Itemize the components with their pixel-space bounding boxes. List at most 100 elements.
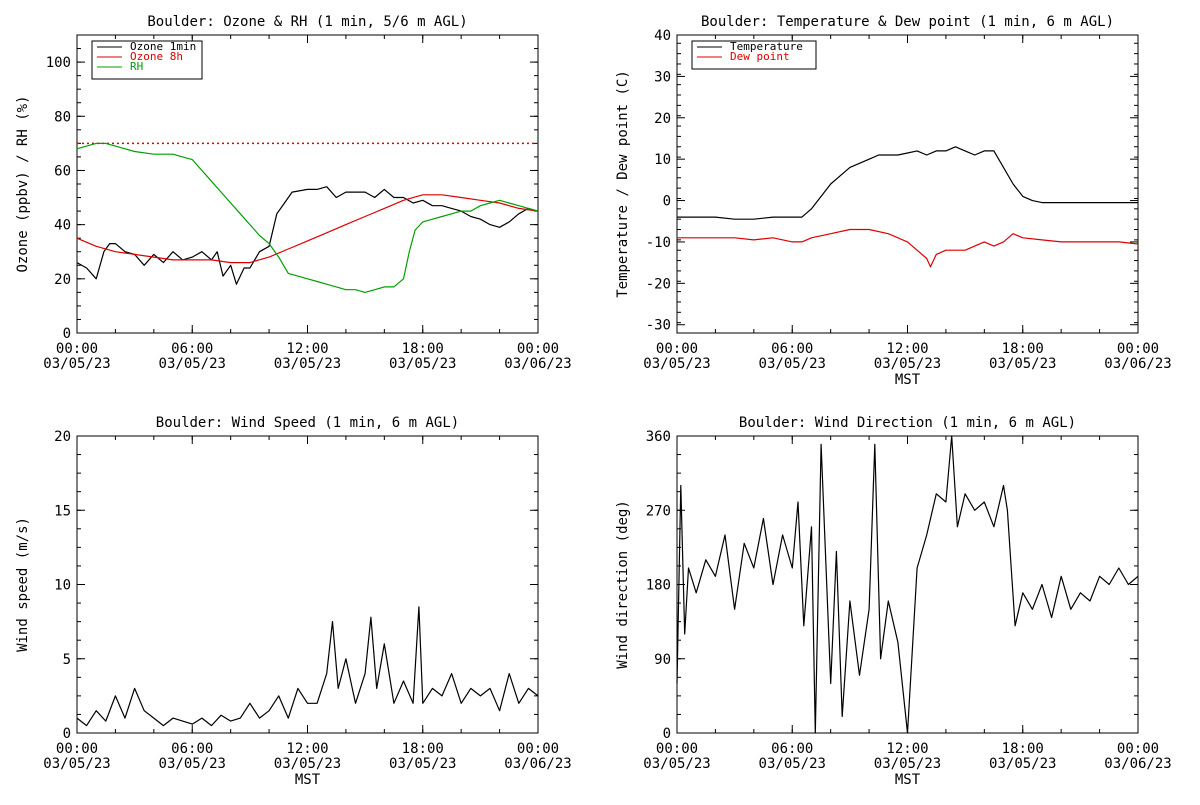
x-tick-label-date: 03/05/23 (759, 756, 826, 772)
x-tick-label-date: 03/05/23 (989, 356, 1056, 372)
y-tick-label: 15 (54, 503, 71, 519)
y-tick-label: 0 (63, 726, 71, 742)
ozone-1min-series-line (76, 186, 539, 285)
y-axis-label: Ozone (ppbv) / RH (%) (15, 95, 31, 272)
series-series-line (76, 606, 539, 727)
x-tick-label-date: 03/05/23 (43, 356, 110, 372)
x-tick-label-time: 06:00 (171, 741, 213, 757)
legend-label: Dew point (730, 50, 790, 63)
x-tick-label-date: 03/05/23 (389, 356, 456, 372)
y-tick-label: 80 (54, 109, 71, 125)
wind-speed-chart: Boulder: Wind Speed (1 min, 6 m AGL) 0 5 10… (0, 400, 600, 805)
x-tick-label-time: 00:00 (517, 341, 559, 357)
x-tick-label-time: 12:00 (286, 741, 328, 757)
legend-label: Ozone 8h (130, 50, 183, 63)
legend-label: RH (130, 60, 143, 73)
y-tick-label: 0 (663, 194, 671, 210)
x-tick-label-time: 06:00 (771, 741, 813, 757)
ozone-rh-chart-svg: Boulder: Ozone & RH (1 min, 5/6 m AGL) 0 2… (15, 14, 572, 372)
chart-title: Boulder: Temperature & Dew point (1 min,… (701, 14, 1114, 30)
x-tick-label-date: 03/06/23 (504, 756, 571, 772)
y-tick-label: 10 (654, 152, 671, 168)
x-tick-label-time: 00:00 (56, 741, 98, 757)
y-tick-label: 30 (654, 69, 671, 85)
y-tick-label: 40 (654, 28, 671, 44)
y-tick-label: 10 (54, 578, 71, 594)
x-tick-label-time: 00:00 (1117, 741, 1159, 757)
y-tick-label: 40 (54, 218, 71, 234)
dew-point-series-line (677, 228, 1139, 268)
temperature-dewpoint-chart: Boulder: Temperature & Dew point (1 min,… (600, 0, 1200, 405)
x-axis-label: MST (295, 772, 321, 788)
y-axis-label: Wind speed (m/s) (15, 517, 31, 652)
x-tick-label-date: 03/05/23 (759, 356, 826, 372)
y-tick-label: 180 (646, 578, 671, 594)
x-tick-label-date: 03/05/23 (159, 756, 226, 772)
x-tick-label-date: 03/05/23 (274, 756, 341, 772)
x-tick-label-time: 06:00 (171, 341, 213, 357)
temperature-dewpoint-chart-svg: Boulder: Temperature & Dew point (1 min,… (615, 14, 1172, 388)
y-tick-label: 20 (54, 272, 71, 288)
plot-frame (676, 34, 1139, 334)
chart-title: Boulder: Ozone & RH (1 min, 5/6 m AGL) (147, 14, 467, 30)
x-tick-label-time: 00:00 (56, 341, 98, 357)
wind-direction-chart: Boulder: Wind Direction (1 min, 6 m AGL)… (600, 400, 1200, 805)
x-tick-label-date: 03/05/23 (989, 756, 1056, 772)
rh-series-line (76, 142, 539, 293)
x-tick-label-date: 03/05/23 (43, 756, 110, 772)
y-tick-label: 0 (63, 326, 71, 342)
y-tick-label: 20 (654, 111, 671, 127)
temperature-series-line (677, 146, 1138, 220)
ozone-8h-series-line (76, 194, 539, 264)
x-tick-label-time: 00:00 (656, 741, 698, 757)
y-tick-label: 20 (54, 429, 71, 445)
legend-label: Ozone 1min (130, 40, 196, 53)
x-tick-label-time: 12:00 (886, 741, 928, 757)
x-tick-label-date: 03/05/23 (643, 356, 710, 372)
y-axis-label: Wind direction (deg) (615, 500, 631, 669)
y-tick-label: -20 (646, 276, 671, 292)
legend-box (691, 40, 817, 70)
y-tick-label: -10 (646, 235, 671, 251)
y-tick-label: 100 (46, 55, 71, 71)
ozone-rh-chart: Boulder: Ozone & RH (1 min, 5/6 m AGL) 0 2… (0, 0, 600, 405)
x-tick-label-date: 03/05/23 (274, 356, 341, 372)
y-tick-label: -30 (646, 318, 671, 334)
plot-frame (76, 34, 539, 334)
legend-label: Temperature (730, 40, 803, 53)
x-axis-label: MST (895, 772, 921, 788)
y-tick-label: 5 (63, 652, 71, 668)
x-tick-label-date: 03/05/23 (389, 756, 456, 772)
x-tick-label-time: 18:00 (1002, 741, 1044, 757)
x-tick-label-date: 03/05/23 (159, 356, 226, 372)
chart-title: Boulder: Wind Speed (1 min, 6 m AGL) (156, 415, 459, 431)
y-tick-label: 0 (663, 726, 671, 742)
x-tick-label-time: 12:00 (886, 341, 928, 357)
x-tick-label-time: 12:00 (286, 341, 328, 357)
y-tick-label: 360 (646, 429, 671, 445)
x-tick-label-date: 03/06/23 (504, 356, 571, 372)
wind-direction-chart-svg: Boulder: Wind Direction (1 min, 6 m AGL)… (615, 415, 1172, 788)
x-tick-label-date: 03/05/23 (874, 356, 941, 372)
plot-frame (76, 435, 539, 734)
wind-speed-chart-svg: Boulder: Wind Speed (1 min, 6 m AGL) 0 5 10… (15, 415, 572, 788)
x-tick-label-time: 00:00 (656, 341, 698, 357)
x-tick-label-time: 18:00 (1002, 341, 1044, 357)
x-tick-label-date: 03/05/23 (643, 756, 710, 772)
plot-frame (676, 435, 1139, 734)
y-axis-label: Temperature / Dew point (C) (615, 70, 631, 298)
x-tick-label-time: 00:00 (1117, 341, 1159, 357)
x-tick-label-date: 03/05/23 (874, 756, 941, 772)
x-tick-label-time: 18:00 (402, 341, 444, 357)
y-tick-label: 60 (54, 163, 71, 179)
x-tick-label-time: 00:00 (517, 741, 559, 757)
x-tick-label-time: 06:00 (771, 341, 813, 357)
y-tick-label: 90 (654, 652, 671, 668)
x-tick-label-time: 18:00 (402, 741, 444, 757)
x-axis-label: MST (895, 372, 921, 388)
x-tick-label-date: 03/06/23 (1104, 356, 1171, 372)
x-tick-label-date: 03/06/23 (1104, 756, 1171, 772)
y-tick-label: 270 (646, 503, 671, 519)
series-series-line (676, 435, 1139, 734)
chart-title: Boulder: Wind Direction (1 min, 6 m AGL) (739, 415, 1076, 431)
